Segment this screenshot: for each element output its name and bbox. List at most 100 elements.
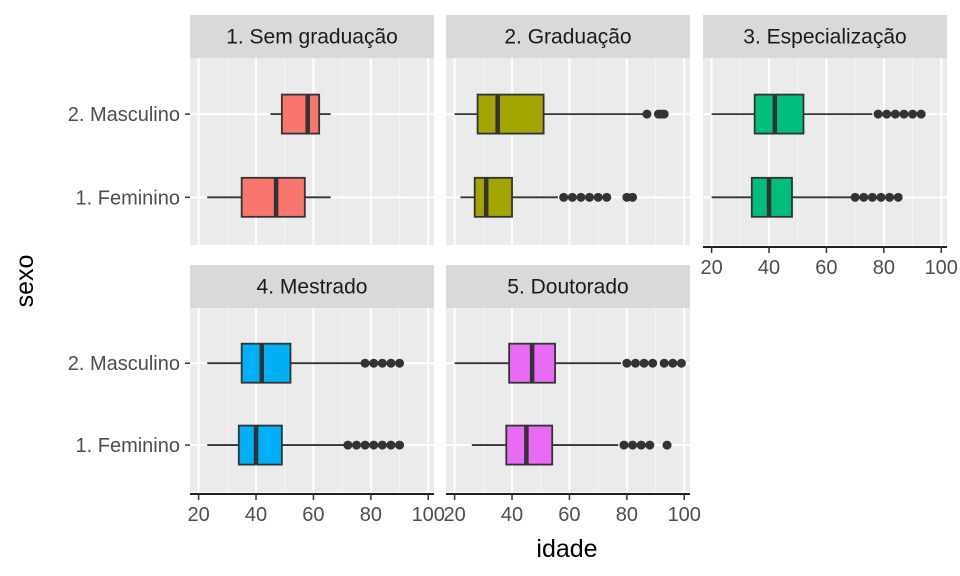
- facet-panel: 3. Especialização 20 40 60 80 100: [700, 15, 958, 279]
- outlier-point: [576, 192, 586, 202]
- outlier-point: [859, 192, 869, 202]
- outlier-point: [916, 109, 926, 119]
- outlier-point: [585, 192, 595, 202]
- x-tick-label: 20: [443, 504, 465, 526]
- facet-strip: [446, 265, 690, 308]
- outlier-point: [360, 440, 370, 450]
- panels-layer: 1. Sem graduação 2. Masculino 1. Feminino 2…: [68, 15, 958, 526]
- facet-strip: [190, 15, 434, 58]
- panel-background: [190, 308, 434, 492]
- panel-background: [703, 58, 947, 245]
- outlier-point: [668, 358, 678, 368]
- x-tick-label: 40: [758, 257, 780, 279]
- boxplot-feminino: [711, 176, 903, 218]
- box-iqr: [753, 93, 805, 135]
- box-iqr: [473, 176, 513, 218]
- x-tick-label: 80: [873, 257, 895, 279]
- outlier-point: [602, 192, 612, 202]
- outlier-point: [628, 440, 638, 450]
- box-iqr: [505, 424, 554, 466]
- outlier-point: [395, 358, 405, 368]
- facet-strip-label: 1. Sem graduação: [226, 26, 398, 49]
- x-tick-label: 100: [412, 504, 445, 526]
- outlier-point: [908, 109, 918, 119]
- x-tick-label: 40: [501, 504, 523, 526]
- facet-strip: [190, 265, 434, 308]
- outlier-point: [899, 109, 909, 119]
- panel-background: [446, 308, 690, 492]
- facet-panel: 2. Graduação: [446, 15, 690, 245]
- facet-strip: [446, 15, 690, 58]
- facet-panel: 5. Doutorado 20 40 60 80 100: [443, 265, 701, 526]
- outlier-point: [676, 358, 686, 368]
- x-tick-label: 80: [360, 504, 382, 526]
- x-tick-label: 20: [700, 257, 722, 279]
- boxplot-masculino: [270, 93, 331, 135]
- box-iqr: [237, 424, 283, 466]
- x-tick-label: 100: [668, 504, 701, 526]
- outlier-point: [567, 192, 577, 202]
- outlier-point: [619, 440, 629, 450]
- outlier-point: [645, 440, 655, 450]
- x-tick-label: 60: [815, 257, 837, 279]
- box-iqr: [240, 342, 292, 384]
- facet-strip-label: 5. Doutorado: [507, 276, 628, 299]
- outlier-point: [360, 358, 370, 368]
- boxplot-masculino: [454, 342, 686, 384]
- outlier-point: [377, 358, 387, 368]
- y-tick-label: 1. Feminino: [76, 435, 181, 457]
- outlier-point: [377, 440, 387, 450]
- box-iqr: [476, 93, 545, 135]
- outlier-point: [628, 192, 638, 202]
- outlier-point: [369, 358, 379, 368]
- facet-strip: [703, 15, 947, 58]
- y-axis-title: sexo: [11, 255, 39, 308]
- facet-panel: 1. Sem graduação 2. Masculino 1. Feminino: [68, 15, 434, 245]
- x-tick-label: 60: [302, 504, 324, 526]
- outlier-point: [882, 109, 892, 119]
- outlier-point: [662, 440, 672, 450]
- y-tick-label: 2. Masculino: [68, 353, 180, 375]
- y-tick-label: 2. Masculino: [68, 104, 180, 126]
- outlier-point: [593, 192, 603, 202]
- outlier-point: [850, 192, 860, 202]
- x-tick-label: 80: [616, 504, 638, 526]
- outlier-point: [351, 440, 361, 450]
- panel-background: [190, 58, 434, 245]
- outlier-point: [630, 358, 640, 368]
- outlier-point: [885, 192, 895, 202]
- box-iqr: [750, 176, 793, 218]
- x-tick-label: 40: [245, 504, 267, 526]
- outlier-point: [622, 358, 632, 368]
- facet-strip-label: 4. Mestrado: [257, 276, 368, 299]
- boxplot-masculino: [711, 93, 926, 135]
- outlier-point: [343, 440, 353, 450]
- outlier-point: [890, 109, 900, 119]
- x-tick-label: 60: [558, 504, 580, 526]
- outlier-point: [642, 109, 652, 119]
- x-tick-label: 20: [187, 504, 209, 526]
- facet-strip-label: 2. Graduação: [504, 26, 631, 49]
- boxplot-feminino: [207, 176, 331, 218]
- boxplot-feminino: [471, 424, 672, 466]
- facet-strip-label: 3. Especialização: [743, 26, 906, 49]
- boxplot-feminino: [207, 424, 405, 466]
- boxplot-masculino: [207, 342, 405, 384]
- outlier-point: [876, 192, 886, 202]
- x-axis-title: idade: [536, 535, 597, 563]
- outlier-point: [659, 109, 669, 119]
- boxplot-feminino: [460, 176, 638, 218]
- outlier-point: [873, 109, 883, 119]
- outlier-point: [659, 358, 669, 368]
- facet-panel: 4. Mestrado 2. Masculino 1. Feminino 20 40 60…: [68, 265, 445, 526]
- box-iqr: [240, 176, 306, 218]
- outlier-point: [386, 440, 396, 450]
- outlier-point: [636, 440, 646, 450]
- outlier-point: [369, 440, 379, 450]
- outlier-point: [867, 192, 877, 202]
- x-tick-label: 100: [925, 257, 958, 279]
- outlier-point: [639, 358, 649, 368]
- outlier-point: [395, 440, 405, 450]
- outlier-point: [648, 358, 658, 368]
